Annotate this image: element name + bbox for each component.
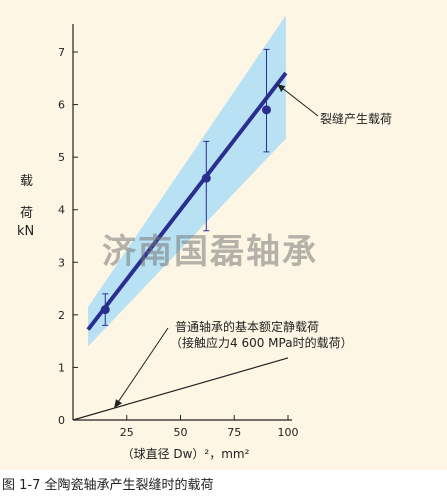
- static-load-label-line2: （接触应力4 600 MPa时的载荷）: [170, 336, 353, 350]
- y-axis-label-3: kN: [17, 224, 35, 239]
- crack-load-leader-arrow: [277, 84, 286, 93]
- x-tick-label-3: 100: [278, 426, 299, 439]
- x-tick-label-2: 75: [227, 426, 241, 439]
- data-point-0: [100, 305, 110, 315]
- x-tick-label-1: 50: [174, 426, 188, 439]
- y-tick-label-4: 4: [58, 204, 65, 217]
- y-axis-label-2: 荷: [20, 206, 34, 221]
- crack-load-fit-line: [86, 71, 288, 331]
- y-tick-label-2: 2: [58, 309, 65, 322]
- y-tick-label-1: 1: [58, 361, 65, 374]
- chart-panel: 0 1 2 3 4 5 6 7 25 50 75 100 （球直径 Dw）²，mm² 载 荷 kN 裂缝…: [0, 0, 447, 470]
- crack-load-label: 裂缝产生载荷: [320, 112, 393, 126]
- y-tick-label-6: 6: [58, 99, 65, 112]
- crack-load-leader: [276, 83, 319, 117]
- static-load-label-line1: 普通轴承的基本额定静载荷: [175, 320, 320, 334]
- data-point-1: [201, 173, 211, 183]
- watermark: 济南国磊轴承: [102, 232, 318, 272]
- y-tick-label-7: 7: [58, 46, 65, 59]
- y-axis-label-1: 载: [20, 174, 34, 189]
- x-axis-label: （球直径 Dw）²，mm²: [122, 447, 250, 461]
- static-load-line: [72, 357, 289, 421]
- static-load-leader-arrow: [114, 399, 122, 409]
- x-tick-label-0: 25: [120, 426, 134, 439]
- figure-caption: 图 1-7 全陶瓷轴承产生裂缝时的载荷: [2, 478, 214, 493]
- data-point-2: [262, 105, 271, 115]
- y-tick-label-0: 0: [58, 414, 65, 427]
- chart-svg: 0 1 2 3 4 5 6 7 25 50 75 100 （球直径 Dw）²，mm²: [58, 15, 319, 461]
- scatter-band: [88, 15, 286, 347]
- y-tick-label-5: 5: [58, 151, 65, 164]
- static-load-leader: [115, 327, 169, 406]
- y-tick-label-3: 3: [58, 256, 65, 269]
